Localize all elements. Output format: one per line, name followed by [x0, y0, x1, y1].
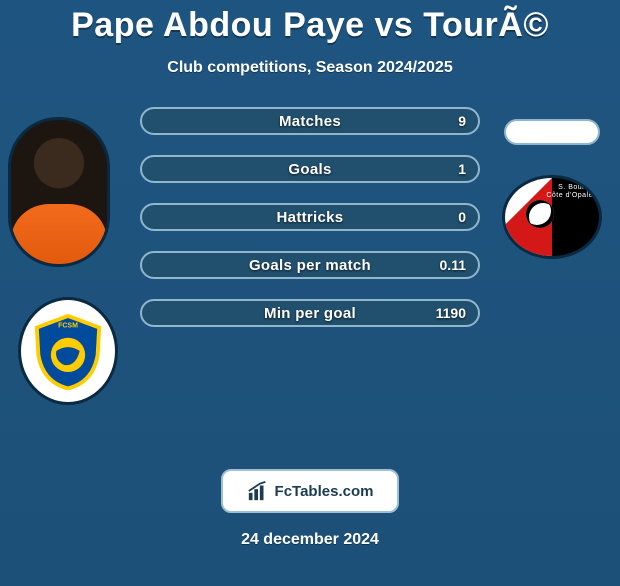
stat-pill-column: Matches 9 Goals 1 Hattricks 0 Goals per … [140, 107, 480, 327]
svg-text:FCSM: FCSM [58, 323, 78, 330]
club-right-badge: S. BoulogCôte d'Opale [502, 175, 602, 259]
chart-icon [247, 480, 269, 502]
club-left-badge: FCSM [18, 297, 118, 405]
stat-label: Hattricks [277, 209, 344, 226]
stat-right-value: 0.11 [440, 257, 466, 273]
stat-label: Matches [279, 113, 341, 130]
branding-badge[interactable]: FcTables.com [221, 469, 399, 513]
page-title: Pape Abdou Paye vs TourÃ© [0, 6, 620, 45]
stat-pill: Min per goal 1190 [140, 299, 480, 327]
stat-pill: Matches 9 [140, 107, 480, 135]
stat-pill: Goals per match 0.11 [140, 251, 480, 279]
stat-right-value: 9 [458, 113, 466, 129]
page-subtitle: Club competitions, Season 2024/2025 [0, 59, 620, 77]
branding-text: FcTables.com [275, 483, 374, 500]
comparison-stage: FCSM S. BoulogCôte d'Opale Matches 9 Goa… [0, 107, 620, 407]
player-left-avatar [8, 117, 110, 267]
stat-right-value: 1 [458, 161, 466, 177]
stat-label: Goals per match [249, 257, 371, 274]
stat-right-value: 0 [458, 209, 466, 225]
stat-pill: Hattricks 0 [140, 203, 480, 231]
stat-right-value: 1190 [436, 305, 466, 321]
stat-pill: Goals 1 [140, 155, 480, 183]
club-left-icon: FCSM [29, 312, 107, 390]
player-right-placeholder [504, 119, 600, 145]
club-right-text: S. BoulogCôte d'Opale [546, 184, 593, 200]
stat-label: Min per goal [264, 305, 356, 322]
stat-label: Goals [288, 161, 331, 178]
date-text: 24 december 2024 [0, 531, 620, 549]
